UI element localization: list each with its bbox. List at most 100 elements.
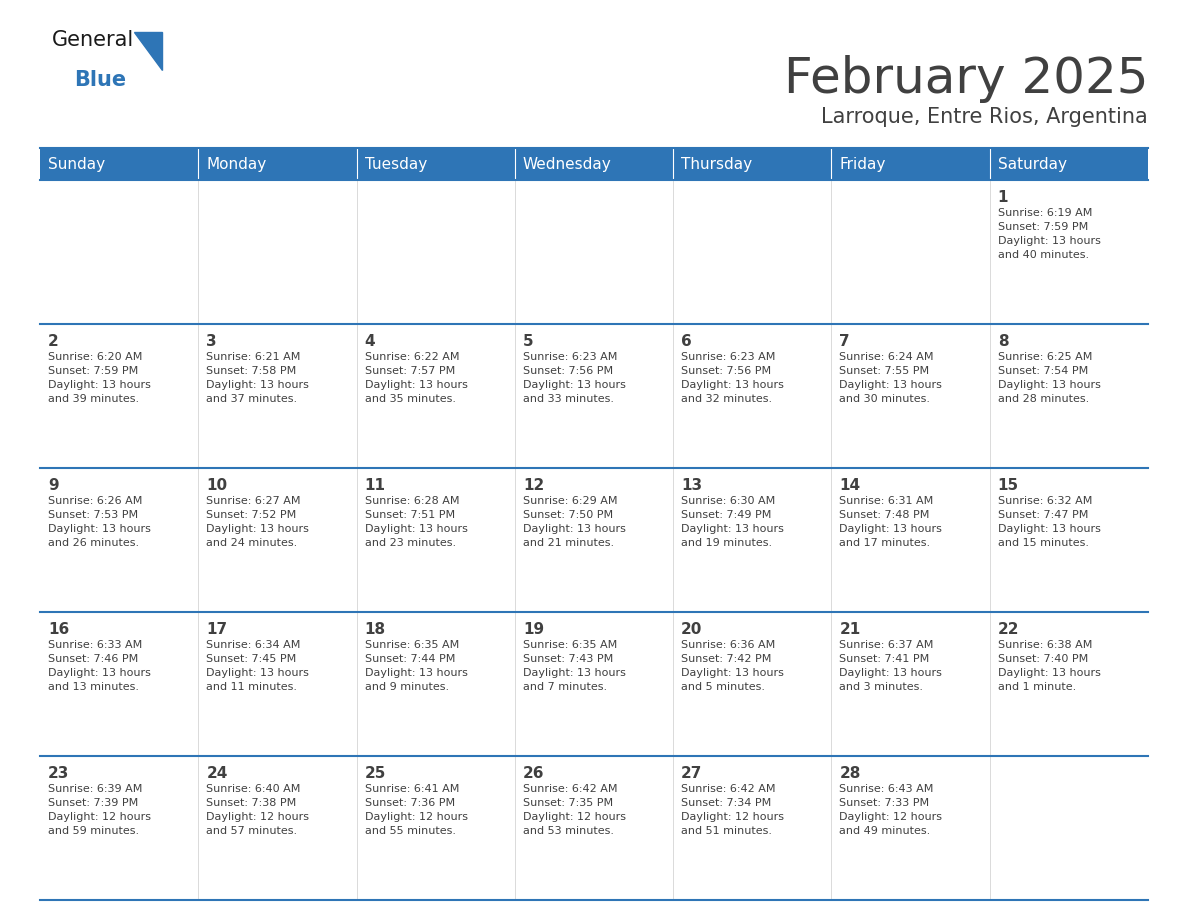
Text: 16: 16 (48, 622, 69, 637)
Text: 12: 12 (523, 478, 544, 493)
Bar (356, 148, 514, 180)
Text: Saturday: Saturday (998, 156, 1067, 172)
Bar (198, 324, 356, 468)
Bar (990, 324, 1148, 468)
Bar (832, 148, 990, 180)
Text: Sunrise: 6:19 AM
Sunset: 7:59 PM
Daylight: 13 hours
and 40 minutes.: Sunrise: 6:19 AM Sunset: 7:59 PM Dayligh… (998, 208, 1100, 260)
Bar (674, 180, 832, 324)
Text: Sunrise: 6:27 AM
Sunset: 7:52 PM
Daylight: 13 hours
and 24 minutes.: Sunrise: 6:27 AM Sunset: 7:52 PM Dayligh… (207, 496, 309, 548)
Bar (40, 468, 198, 612)
Text: 19: 19 (523, 622, 544, 637)
Text: Sunrise: 6:35 AM
Sunset: 7:43 PM
Daylight: 13 hours
and 7 minutes.: Sunrise: 6:35 AM Sunset: 7:43 PM Dayligh… (523, 640, 626, 692)
Bar (990, 612, 1148, 756)
Text: Sunrise: 6:40 AM
Sunset: 7:38 PM
Daylight: 12 hours
and 57 minutes.: Sunrise: 6:40 AM Sunset: 7:38 PM Dayligh… (207, 784, 309, 836)
Bar (514, 756, 674, 900)
Bar (40, 612, 198, 756)
Text: General: General (52, 30, 134, 50)
Text: 25: 25 (365, 766, 386, 781)
Text: Sunrise: 6:36 AM
Sunset: 7:42 PM
Daylight: 13 hours
and 5 minutes.: Sunrise: 6:36 AM Sunset: 7:42 PM Dayligh… (681, 640, 784, 692)
Text: Sunrise: 6:28 AM
Sunset: 7:51 PM
Daylight: 13 hours
and 23 minutes.: Sunrise: 6:28 AM Sunset: 7:51 PM Dayligh… (365, 496, 467, 548)
Bar (356, 468, 514, 612)
Bar (356, 324, 514, 468)
Text: 26: 26 (523, 766, 544, 781)
Text: 20: 20 (681, 622, 702, 637)
Bar (40, 324, 198, 468)
Text: Sunrise: 6:43 AM
Sunset: 7:33 PM
Daylight: 12 hours
and 49 minutes.: Sunrise: 6:43 AM Sunset: 7:33 PM Dayligh… (840, 784, 942, 836)
Text: 22: 22 (998, 622, 1019, 637)
Bar (514, 612, 674, 756)
Bar (356, 756, 514, 900)
Text: February 2025: February 2025 (784, 55, 1148, 103)
Text: Thursday: Thursday (681, 156, 752, 172)
Text: 2: 2 (48, 334, 58, 349)
Text: Larroque, Entre Rios, Argentina: Larroque, Entre Rios, Argentina (821, 107, 1148, 127)
Text: 6: 6 (681, 334, 691, 349)
Bar (40, 756, 198, 900)
Bar (832, 612, 990, 756)
Bar (514, 180, 674, 324)
Bar (514, 324, 674, 468)
Text: Tuesday: Tuesday (365, 156, 426, 172)
Text: 7: 7 (840, 334, 851, 349)
Bar (40, 180, 198, 324)
Bar (674, 148, 832, 180)
Text: Sunrise: 6:42 AM
Sunset: 7:35 PM
Daylight: 12 hours
and 53 minutes.: Sunrise: 6:42 AM Sunset: 7:35 PM Dayligh… (523, 784, 626, 836)
Text: Monday: Monday (207, 156, 266, 172)
Bar (674, 612, 832, 756)
Text: Sunrise: 6:24 AM
Sunset: 7:55 PM
Daylight: 13 hours
and 30 minutes.: Sunrise: 6:24 AM Sunset: 7:55 PM Dayligh… (840, 352, 942, 404)
Bar (832, 324, 990, 468)
Text: 1: 1 (998, 190, 1009, 205)
Text: 17: 17 (207, 622, 227, 637)
Text: Sunrise: 6:21 AM
Sunset: 7:58 PM
Daylight: 13 hours
and 37 minutes.: Sunrise: 6:21 AM Sunset: 7:58 PM Dayligh… (207, 352, 309, 404)
Text: Sunrise: 6:34 AM
Sunset: 7:45 PM
Daylight: 13 hours
and 11 minutes.: Sunrise: 6:34 AM Sunset: 7:45 PM Dayligh… (207, 640, 309, 692)
Bar (674, 324, 832, 468)
Polygon shape (134, 32, 162, 70)
Text: Sunrise: 6:37 AM
Sunset: 7:41 PM
Daylight: 13 hours
and 3 minutes.: Sunrise: 6:37 AM Sunset: 7:41 PM Dayligh… (840, 640, 942, 692)
Bar (832, 180, 990, 324)
Bar (40, 148, 198, 180)
Text: Sunrise: 6:32 AM
Sunset: 7:47 PM
Daylight: 13 hours
and 15 minutes.: Sunrise: 6:32 AM Sunset: 7:47 PM Dayligh… (998, 496, 1100, 548)
Bar (198, 468, 356, 612)
Bar (198, 180, 356, 324)
Text: 3: 3 (207, 334, 217, 349)
Text: Sunrise: 6:29 AM
Sunset: 7:50 PM
Daylight: 13 hours
and 21 minutes.: Sunrise: 6:29 AM Sunset: 7:50 PM Dayligh… (523, 496, 626, 548)
Bar (198, 756, 356, 900)
Bar (356, 612, 514, 756)
Text: Sunrise: 6:33 AM
Sunset: 7:46 PM
Daylight: 13 hours
and 13 minutes.: Sunrise: 6:33 AM Sunset: 7:46 PM Dayligh… (48, 640, 151, 692)
Text: 23: 23 (48, 766, 69, 781)
Text: 28: 28 (840, 766, 861, 781)
Text: 11: 11 (365, 478, 386, 493)
Bar (990, 756, 1148, 900)
Text: 5: 5 (523, 334, 533, 349)
Text: Sunrise: 6:23 AM
Sunset: 7:56 PM
Daylight: 13 hours
and 32 minutes.: Sunrise: 6:23 AM Sunset: 7:56 PM Dayligh… (681, 352, 784, 404)
Text: 21: 21 (840, 622, 860, 637)
Text: Sunrise: 6:41 AM
Sunset: 7:36 PM
Daylight: 12 hours
and 55 minutes.: Sunrise: 6:41 AM Sunset: 7:36 PM Dayligh… (365, 784, 468, 836)
Text: 9: 9 (48, 478, 58, 493)
Bar (674, 756, 832, 900)
Bar (832, 468, 990, 612)
Bar (990, 148, 1148, 180)
Bar (356, 180, 514, 324)
Text: Sunrise: 6:35 AM
Sunset: 7:44 PM
Daylight: 13 hours
and 9 minutes.: Sunrise: 6:35 AM Sunset: 7:44 PM Dayligh… (365, 640, 467, 692)
Text: Sunrise: 6:23 AM
Sunset: 7:56 PM
Daylight: 13 hours
and 33 minutes.: Sunrise: 6:23 AM Sunset: 7:56 PM Dayligh… (523, 352, 626, 404)
Bar (674, 468, 832, 612)
Text: 15: 15 (998, 478, 1019, 493)
Text: Sunrise: 6:42 AM
Sunset: 7:34 PM
Daylight: 12 hours
and 51 minutes.: Sunrise: 6:42 AM Sunset: 7:34 PM Dayligh… (681, 784, 784, 836)
Bar (990, 180, 1148, 324)
Bar (198, 612, 356, 756)
Text: Sunrise: 6:25 AM
Sunset: 7:54 PM
Daylight: 13 hours
and 28 minutes.: Sunrise: 6:25 AM Sunset: 7:54 PM Dayligh… (998, 352, 1100, 404)
Text: Sunrise: 6:26 AM
Sunset: 7:53 PM
Daylight: 13 hours
and 26 minutes.: Sunrise: 6:26 AM Sunset: 7:53 PM Dayligh… (48, 496, 151, 548)
Text: Sunrise: 6:31 AM
Sunset: 7:48 PM
Daylight: 13 hours
and 17 minutes.: Sunrise: 6:31 AM Sunset: 7:48 PM Dayligh… (840, 496, 942, 548)
Text: 8: 8 (998, 334, 1009, 349)
Text: Sunrise: 6:22 AM
Sunset: 7:57 PM
Daylight: 13 hours
and 35 minutes.: Sunrise: 6:22 AM Sunset: 7:57 PM Dayligh… (365, 352, 467, 404)
Text: 24: 24 (207, 766, 228, 781)
Text: 18: 18 (365, 622, 386, 637)
Text: Sunrise: 6:39 AM
Sunset: 7:39 PM
Daylight: 12 hours
and 59 minutes.: Sunrise: 6:39 AM Sunset: 7:39 PM Dayligh… (48, 784, 151, 836)
Text: 10: 10 (207, 478, 227, 493)
Bar (514, 148, 674, 180)
Text: 27: 27 (681, 766, 702, 781)
Text: Sunrise: 6:30 AM
Sunset: 7:49 PM
Daylight: 13 hours
and 19 minutes.: Sunrise: 6:30 AM Sunset: 7:49 PM Dayligh… (681, 496, 784, 548)
Bar (832, 756, 990, 900)
Text: Friday: Friday (840, 156, 886, 172)
Bar (990, 468, 1148, 612)
